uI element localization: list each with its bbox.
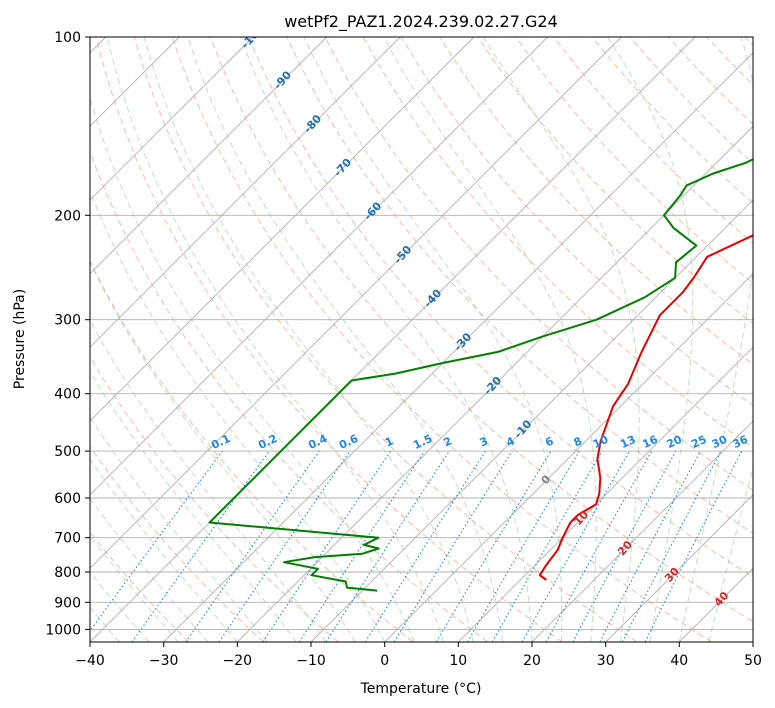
moist-adiabat — [90, 260, 356, 642]
moist-adiabat — [90, 497, 209, 642]
y-tick-label: 900 — [54, 595, 81, 611]
dry-adiabat — [90, 259, 414, 642]
mixing-ratio-label: 10 — [591, 433, 611, 451]
mixing-ratio-line — [298, 450, 425, 642]
isotherm-line — [457, 346, 753, 642]
x-tick-label: 40 — [670, 653, 688, 669]
sounding-line — [208, 158, 753, 592]
moist-adiabat — [90, 319, 327, 642]
y-tick-label: 300 — [54, 313, 81, 329]
mixing-ratio-line — [572, 450, 677, 642]
isotherm-line — [236, 125, 753, 642]
moist-adiabat — [90, 535, 179, 642]
sounding-line — [538, 234, 753, 581]
plot-frame — [89, 36, 754, 643]
mixing-ratio-line — [393, 450, 513, 642]
mixing-ratio-line — [521, 450, 630, 642]
dry-adiabat — [248, 37, 753, 578]
mixing-ratio-label: 20 — [665, 433, 685, 451]
x-tick-label: 10 — [449, 653, 467, 669]
y-tick-label: 1000 — [45, 622, 81, 638]
mixing-ratio-label: 16 — [640, 433, 660, 451]
mixing-ratio-line — [262, 450, 392, 642]
y-axis-ticks: 1000 900 800 700 600 500 400 300 200 100 — [45, 30, 90, 638]
x-axis-label: Temperature (°C) — [360, 681, 482, 697]
mixing-ratio-label: 30 — [710, 433, 730, 451]
x-tick-label: −10 — [296, 653, 326, 669]
y-tick-label: 400 — [54, 387, 81, 403]
isotherm-line — [90, 37, 622, 569]
y-tick-label: 700 — [54, 531, 81, 547]
x-tick-label: 20 — [523, 653, 541, 669]
isotherm-line — [90, 37, 254, 201]
x-tick-label: 30 — [597, 653, 615, 669]
y-tick-label: 100 — [54, 30, 81, 46]
mixing-ratio-lines — [90, 450, 743, 642]
dry-adiabat — [286, 37, 753, 534]
mixing-ratio-line — [218, 450, 351, 642]
sounding-profiles — [208, 158, 753, 592]
moist-adiabat — [90, 370, 297, 642]
dry-adiabat — [171, 37, 712, 642]
isotherm-line — [90, 37, 401, 348]
mixing-ratio-line — [131, 450, 270, 642]
isotherm-line — [90, 37, 696, 642]
moist-adiabat — [303, 37, 563, 642]
mixing-ratio-line — [545, 450, 653, 642]
mixing-ratio-label: 13 — [618, 433, 637, 451]
dry-adiabat — [210, 37, 753, 623]
moist-adiabat — [90, 189, 386, 642]
y-tick-label: 200 — [54, 208, 81, 224]
moist-adiabat — [143, 37, 474, 642]
dry-adiabat — [90, 445, 264, 642]
mixing-ratio-line — [325, 450, 450, 642]
moist-adiabat — [383, 37, 597, 642]
dry-adiabat — [133, 37, 638, 642]
mixing-ratio-line — [90, 450, 223, 632]
isotherm-line — [90, 37, 549, 496]
isotherm-line — [310, 199, 753, 642]
y-axis-label: Pressure (hPa) — [12, 289, 28, 389]
isotherm-line — [90, 37, 475, 422]
dry-adiabat — [95, 37, 563, 642]
moist-adiabat — [239, 37, 533, 642]
moist-adiabat — [106, 37, 445, 642]
dry-adiabat — [90, 356, 339, 642]
mixing-ratio-line — [644, 450, 743, 642]
moist-adiabat — [187, 37, 503, 642]
moist-adiabat — [90, 416, 268, 642]
isotherm-line — [605, 494, 753, 642]
x-tick-label: −30 — [149, 653, 179, 669]
chart-title: wetPf2_PAZ1.2024.239.02.27.G24 — [284, 12, 558, 32]
mixing-ratio-label: 36 — [731, 433, 751, 451]
isotherm-line — [90, 37, 328, 275]
mixing-ratio-label: 25 — [689, 433, 708, 451]
mixing-ratio-line — [185, 450, 320, 642]
x-axis-ticks: −40 −30 −20 −10 0 10 20 30 40 50 — [75, 642, 762, 669]
y-tick-label: 500 — [54, 444, 81, 460]
y-tick-label: 800 — [54, 565, 81, 581]
moist-adiabat — [90, 458, 238, 642]
moist-adiabat — [708, 466, 753, 642]
x-tick-label: −20 — [223, 653, 253, 669]
x-tick-label: 0 — [380, 653, 389, 669]
grid-lines — [90, 37, 753, 642]
isotherm-line — [384, 273, 753, 642]
x-tick-label: −40 — [75, 653, 105, 669]
y-tick-label: 600 — [54, 491, 81, 507]
moist-adiabat — [482, 37, 640, 642]
isotherm-line — [163, 52, 753, 642]
x-tick-label: 50 — [744, 653, 762, 669]
moist-adiabat — [678, 37, 753, 642]
isotherm-line — [531, 420, 753, 642]
dry-adiabat — [515, 37, 753, 284]
